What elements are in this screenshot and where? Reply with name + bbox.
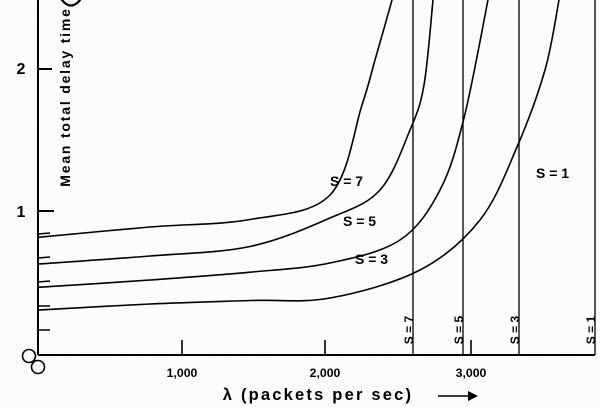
- svg-text:S = 1: S = 1: [536, 165, 569, 181]
- svg-text:S = 1: S = 1: [584, 316, 598, 345]
- svg-text:3,000: 3,000: [456, 366, 487, 380]
- svg-text:2,000: 2,000: [310, 366, 341, 380]
- svg-text:S = 3: S = 3: [508, 316, 522, 345]
- svg-text:S = 7: S = 7: [330, 173, 363, 189]
- svg-text:1: 1: [17, 204, 26, 221]
- svg-text:S = 5: S = 5: [452, 316, 466, 345]
- svg-text:λ (packets per sec): λ (packets per sec): [223, 386, 413, 404]
- svg-text:S = 7: S = 7: [402, 316, 416, 345]
- svg-text:Mean total delay time: Mean total delay time: [57, 7, 73, 186]
- svg-text:2: 2: [17, 61, 26, 78]
- svg-text:1,000: 1,000: [167, 366, 198, 380]
- svg-text:S = 5: S = 5: [343, 213, 376, 229]
- svg-text:S = 3: S = 3: [355, 251, 388, 267]
